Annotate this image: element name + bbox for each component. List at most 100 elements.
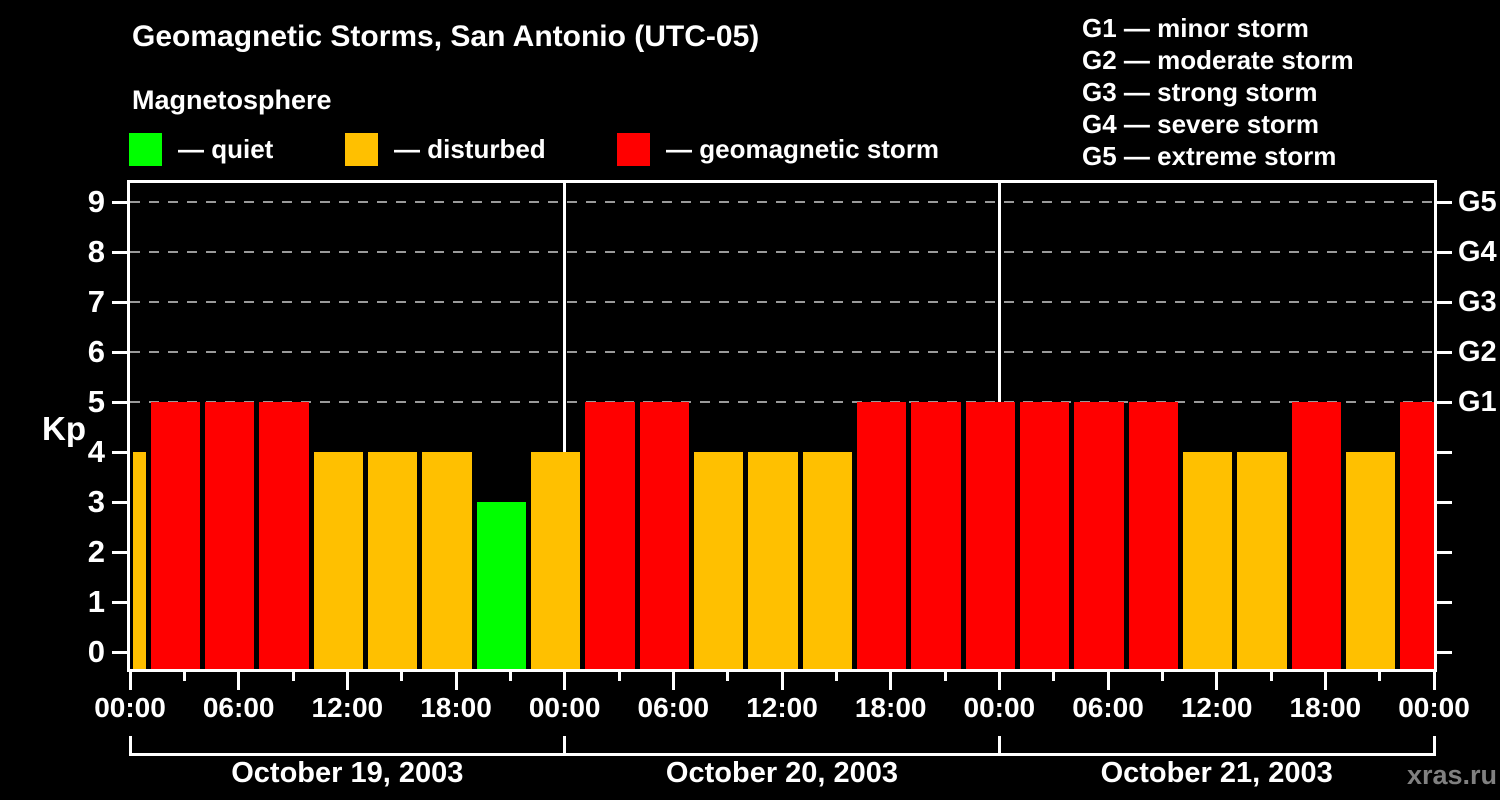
x-tick-label: 18:00 [420,692,492,723]
date-bracket-riser [997,736,1001,753]
kp-bar [367,452,418,669]
y-axis-title: Kp [42,410,86,447]
y-tick-right [1434,250,1452,254]
y-tick-left [112,450,130,454]
kp-bar [132,452,146,669]
date-label: October 21, 2003 [1100,757,1333,789]
x-tick-major [1106,669,1110,690]
y-tick-right [1434,400,1452,404]
date-bracket-riser [128,736,132,753]
kp-bar [693,452,744,669]
y-tick-right [1434,550,1452,554]
y-tick-label: 1 [87,584,105,619]
storm-swatch [617,133,650,166]
y-tick-right [1434,600,1452,604]
x-tick-minor [726,669,730,681]
x-tick-minor [400,669,404,681]
y-tick-left [112,300,130,304]
x-tick-label: 00:00 [963,692,1036,723]
x-tick-major [671,669,675,690]
storm-scale-line-5: G5 — extreme storm [1082,141,1337,171]
gridline-kp5 [130,401,1434,403]
y-tick-left [112,550,130,554]
date-bracket-riser [1432,736,1436,753]
chart-subtitle: Magnetosphere [132,85,332,115]
storm-scale-line-2: G2 — moderate storm [1082,45,1354,75]
storm-scale-line-4: G4 — severe storm [1082,109,1320,139]
g-scale-label-g4: G4 [1458,236,1497,268]
x-tick-minor [1378,669,1382,681]
kp-bar [585,402,635,669]
x-tick-minor [943,669,947,681]
y-tick-right [1434,450,1452,454]
y-tick-left [112,350,130,354]
kp-bar [639,402,689,669]
legend-item-disturbed: — disturbed [345,133,546,166]
date-bracket-riser [563,736,567,753]
y-tick-label: 3 [87,484,105,519]
y-tick-label: 0 [87,634,105,669]
y-tick-label: 4 [87,434,105,469]
x-tick-label: 18:00 [1289,692,1362,723]
kp-bar [1019,402,1070,669]
y-tick-left [112,500,130,504]
y-tick-label: 7 [87,284,105,319]
watermark-xras: xras.ru [1406,760,1497,790]
kp-bar [1128,402,1178,669]
day-boundary-line [563,183,567,669]
kp-bar [856,402,907,669]
kp-bar [259,402,309,669]
legend-item-quiet: — quiet [129,133,273,166]
x-tick-label: 18:00 [854,692,927,723]
x-tick-minor [834,669,838,681]
x-tick-major [237,669,241,690]
date-label: October 19, 2003 [231,757,464,789]
gridline-kp6 [130,351,1434,353]
chart-title: Geomagnetic Storms, San Antonio (UTC-05) [132,20,760,53]
kp-bar [1400,402,1434,669]
x-tick-major [345,669,349,690]
y-tick-left [112,200,130,204]
kp-bar [422,452,472,669]
storm-scale-legend: G1 — minor storm G2 — moderate storm G3 — … [1082,12,1354,172]
legend-label-storm: — geomagnetic storm [666,134,940,164]
quiet-swatch [129,133,162,166]
x-tick-major [889,669,893,690]
g-scale-label-g1: G1 [1458,386,1497,418]
legend-item-storm: — geomagnetic storm [617,133,939,166]
x-tick-minor [617,669,621,681]
x-tick-major [1432,669,1436,690]
kp-bar [1237,452,1287,669]
x-tick-label: 12:00 [1180,692,1253,723]
kp-bar [1291,402,1341,669]
x-tick-label: 06:00 [637,692,710,723]
y-tick-label: 6 [87,334,105,369]
x-tick-label: 06:00 [202,692,275,723]
date-bracket-line [128,753,1436,756]
x-tick-minor [508,669,512,681]
x-tick-major [1215,669,1219,690]
y-tick-right [1434,300,1452,304]
kp-bar [1345,452,1396,669]
legend-label-disturbed: — disturbed [394,134,546,164]
y-tick-left [112,250,130,254]
g-scale-label-g5: G5 [1458,186,1497,218]
y-tick-left [112,650,130,654]
legend-label-quiet: — quiet [178,134,274,164]
y-tick-label: 8 [87,234,105,269]
x-tick-label: 12:00 [746,692,818,723]
y-tick-label: 2 [87,534,105,569]
x-tick-major [1323,669,1327,690]
kp-bar [204,402,255,669]
y-tick-left [112,600,130,604]
kp-bar [313,452,363,669]
gridline-kp7 [130,301,1434,303]
kp-bar [150,402,200,669]
y-tick-label: 5 [87,384,105,419]
g-scale-label-g3: G3 [1458,286,1497,318]
y-tick-left [112,400,130,404]
storm-scale-line-3: G3 — strong storm [1082,77,1318,107]
y-tick-label: 9 [87,184,105,219]
x-tick-minor [291,669,295,681]
